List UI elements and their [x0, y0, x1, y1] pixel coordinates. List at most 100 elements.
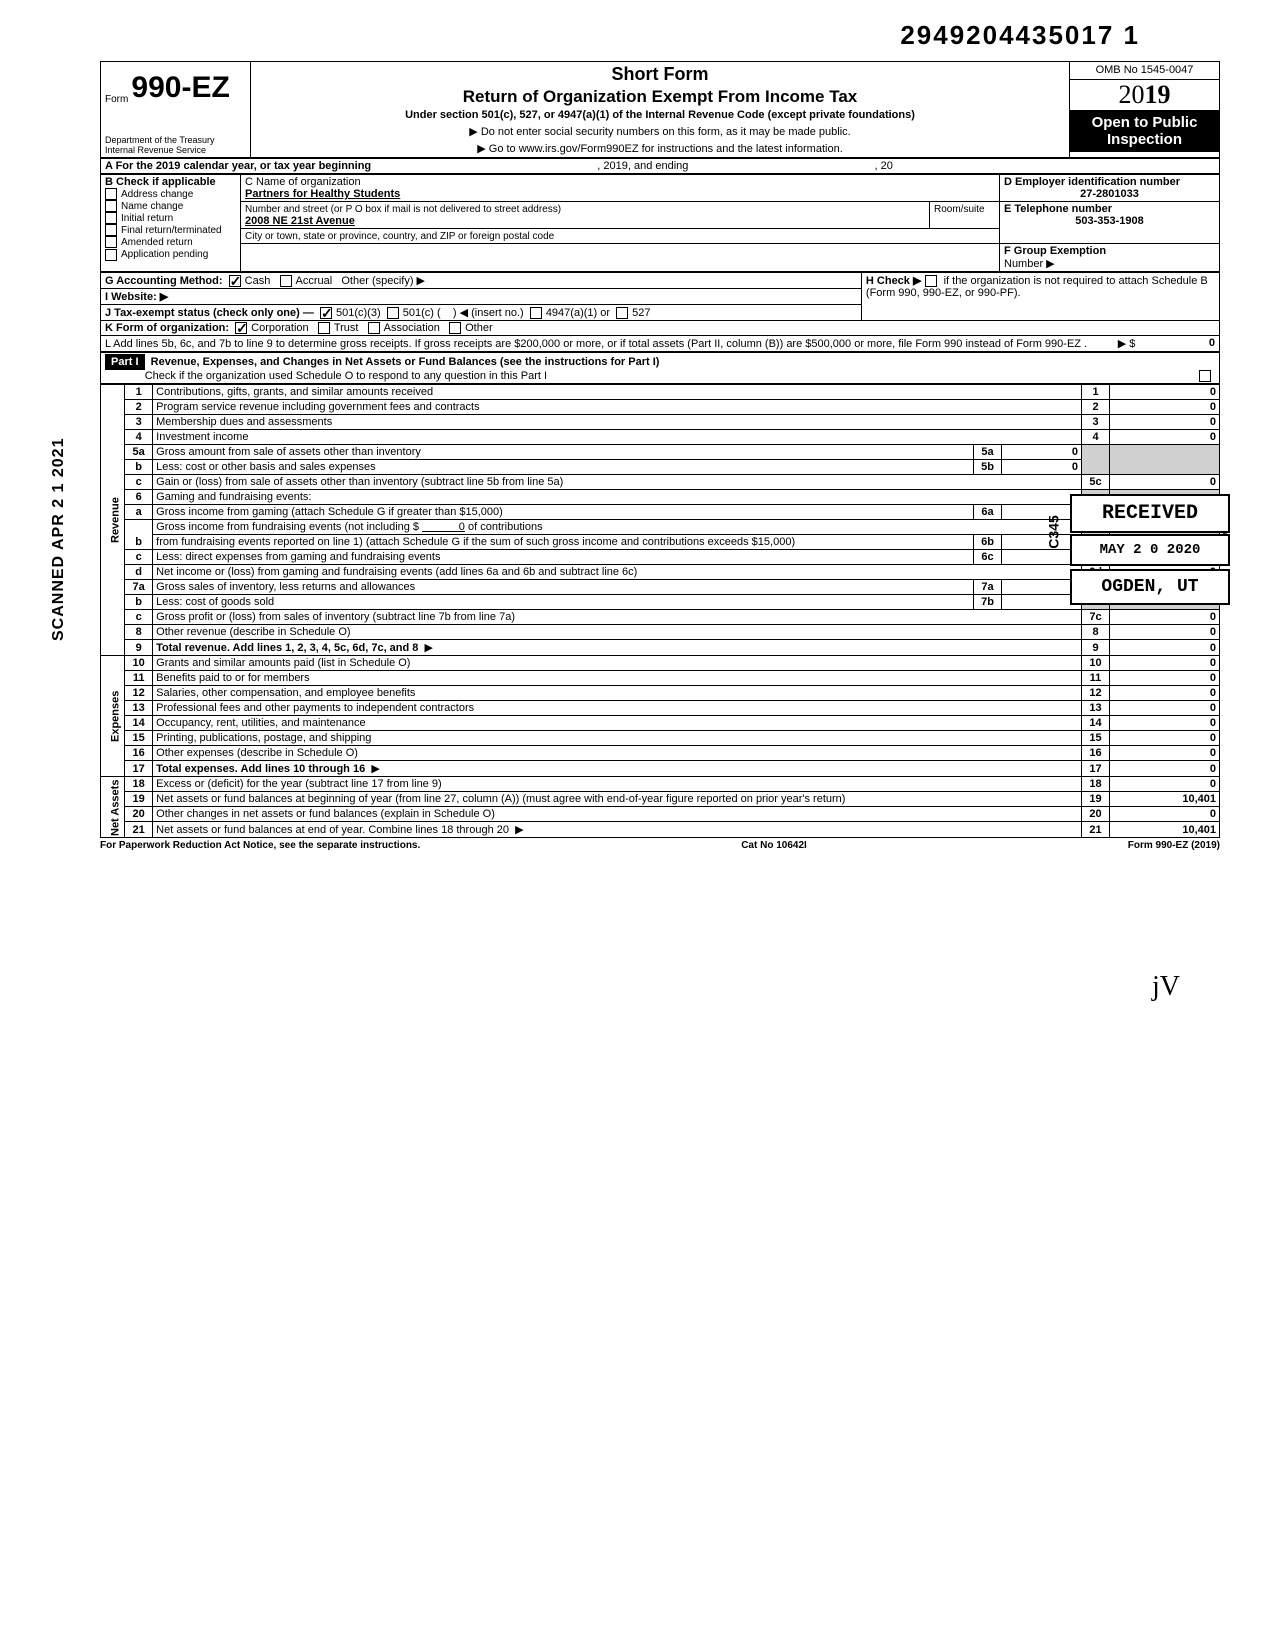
- checkbox-cash[interactable]: [229, 275, 241, 287]
- ln1-val: 0: [1110, 385, 1220, 400]
- checkbox-h[interactable]: [925, 275, 937, 287]
- checkbox-amended[interactable]: [105, 236, 117, 248]
- ln20-nn: 20: [1082, 807, 1110, 822]
- checkbox-accrual[interactable]: [280, 275, 292, 287]
- opt-final-return: Final return/terminated: [121, 225, 222, 236]
- checkbox-trust[interactable]: [318, 322, 330, 334]
- ln5a-text: Gross amount from sale of assets other t…: [156, 446, 421, 458]
- checkbox-schedule-o[interactable]: [1199, 370, 1211, 382]
- ln14-num: 14: [125, 716, 153, 731]
- ln12-text: Salaries, other compensation, and employ…: [156, 687, 415, 699]
- ln17-nn: 17: [1082, 761, 1110, 777]
- ln7b-text: Less: cost of goods sold: [156, 596, 274, 608]
- g-cash: Cash: [245, 275, 271, 287]
- ln2-val: 0: [1110, 400, 1220, 415]
- ln7a-num: 7a: [125, 580, 153, 595]
- ln9-nn: 9: [1082, 640, 1110, 656]
- ln9-num: 9: [125, 640, 153, 656]
- form-header: Form 990-EZ Department of the Treasury I…: [100, 61, 1220, 158]
- ln7a-in: 7a: [974, 580, 1002, 595]
- j-527: 527: [632, 307, 650, 319]
- checkbox-assoc[interactable]: [368, 322, 380, 334]
- checkbox-final-return[interactable]: [105, 224, 117, 236]
- ein-value: 27-2801033: [1004, 188, 1215, 200]
- part1-table: Revenue 1 Contributions, gifts, grants, …: [100, 384, 1220, 838]
- ln21-val: 10,401: [1110, 822, 1220, 838]
- org-name: Partners for Healthy Students: [245, 188, 400, 200]
- ln6c-num: c: [125, 550, 153, 565]
- ln8-text: Other revenue (describe in Schedule O): [156, 626, 350, 638]
- checkbox-527[interactable]: [616, 307, 628, 319]
- ln6b-t1v: 0: [459, 521, 465, 533]
- checkbox-other-org[interactable]: [449, 322, 461, 334]
- k-assoc: Association: [384, 322, 440, 334]
- footer-left: For Paperwork Reduction Act Notice, see …: [100, 840, 420, 851]
- ln6-num: 6: [125, 490, 153, 505]
- phone-value: 503-353-1908: [1004, 215, 1215, 227]
- title-main: Return of Organization Exempt From Incom…: [255, 87, 1065, 107]
- ln7b-in: 7b: [974, 595, 1002, 610]
- box-f-sub: Number ▶: [1004, 258, 1055, 270]
- checkbox-501c[interactable]: [387, 307, 399, 319]
- j-501c: 501(c) (: [403, 307, 441, 319]
- g-other: Other (specify) ▶: [341, 275, 425, 287]
- ln9-arrow: ▶: [425, 642, 433, 654]
- initial-mark: jV: [100, 971, 1180, 1003]
- ln15-nn: 15: [1082, 731, 1110, 746]
- ln17-arrow: ▶: [371, 763, 379, 775]
- stamp-ogden: OGDEN, UT: [1070, 569, 1230, 605]
- ln18-text: Excess or (deficit) for the year (subtra…: [156, 778, 442, 790]
- ln7c-nn: 7c: [1082, 610, 1110, 625]
- ln13-text: Professional fees and other payments to …: [156, 702, 474, 714]
- checkbox-app-pending[interactable]: [105, 249, 117, 261]
- ln10-nn: 10: [1082, 656, 1110, 671]
- title-short: Short Form: [255, 64, 1065, 85]
- ln6b-t2: from fundraising events reported on line…: [156, 536, 795, 548]
- ln18-nn: 18: [1082, 777, 1110, 792]
- document-number: 2949204435017 1: [40, 20, 1140, 51]
- ln8-val: 0: [1110, 625, 1220, 640]
- box-f-label: F Group Exemption: [1004, 245, 1106, 257]
- ln20-text: Other changes in net assets or fund bala…: [156, 808, 495, 820]
- ln7b-num: b: [125, 595, 153, 610]
- ln12-val: 0: [1110, 686, 1220, 701]
- ln6d-num: d: [125, 565, 153, 580]
- ln5a-in: 5a: [974, 445, 1002, 460]
- goto-link: ▶ Go to www.irs.gov/Form990EZ for instru…: [255, 142, 1065, 155]
- ln5a-num: 5a: [125, 445, 153, 460]
- ln11-text: Benefits paid to or for members: [156, 672, 309, 684]
- ln14-nn: 14: [1082, 716, 1110, 731]
- line-l-amount: 0: [1209, 337, 1215, 349]
- checkbox-initial-return[interactable]: [105, 212, 117, 224]
- ln6b-num: b: [125, 520, 153, 550]
- ln20-num: 20: [125, 807, 153, 822]
- addr-label: Number and street (or P O box if mail is…: [245, 204, 561, 215]
- page-footer: For Paperwork Reduction Act Notice, see …: [100, 840, 1220, 851]
- checkbox-address-change[interactable]: [105, 188, 117, 200]
- checkbox-corp[interactable]: [235, 322, 247, 334]
- ln4-text: Investment income: [156, 431, 248, 443]
- side-revenue: Revenue: [101, 385, 125, 656]
- checkbox-4947[interactable]: [530, 307, 542, 319]
- form-number: 990-EZ: [131, 71, 229, 104]
- scanned-stamp: SCANNED APR 2 1 2021: [50, 438, 68, 641]
- j-insert: ) ◀ (insert no.): [453, 307, 524, 319]
- box-b-label: B Check if applicable: [105, 176, 216, 188]
- year-bold: 19: [1145, 80, 1171, 109]
- checkbox-name-change[interactable]: [105, 200, 117, 212]
- checkbox-501c3[interactable]: [320, 307, 332, 319]
- ln16-text: Other expenses (describe in Schedule O): [156, 747, 358, 759]
- ln8-num: 8: [125, 625, 153, 640]
- ln18-val: 0: [1110, 777, 1220, 792]
- ln7c-val: 0: [1110, 610, 1220, 625]
- line-l-text: L Add lines 5b, 6c, and 7b to line 9 to …: [105, 338, 1087, 350]
- k-corp: Corporation: [251, 322, 308, 334]
- j-4947: 4947(a)(1) or: [546, 307, 610, 319]
- ln12-num: 12: [125, 686, 153, 701]
- ln16-num: 16: [125, 746, 153, 761]
- part1-badge: Part I: [105, 354, 145, 370]
- ln12-nn: 12: [1082, 686, 1110, 701]
- ln8-nn: 8: [1082, 625, 1110, 640]
- ln5a-iv: 0: [1002, 445, 1082, 460]
- j-501c3: 501(c)(3): [336, 307, 381, 319]
